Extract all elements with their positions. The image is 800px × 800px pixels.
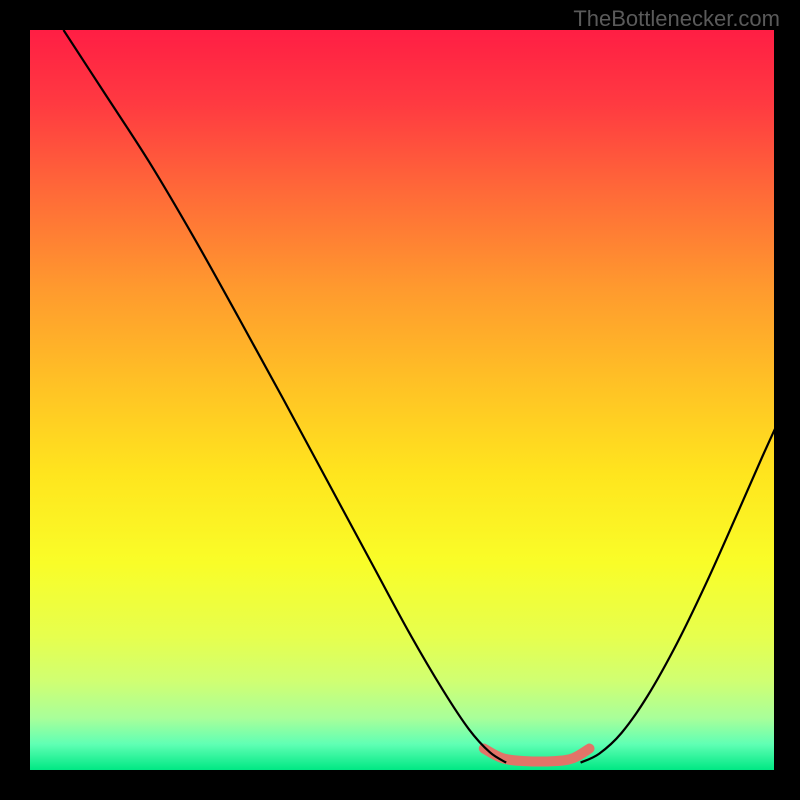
curve-left-branch [63, 30, 506, 763]
plot-area [30, 30, 774, 770]
chart-curve [30, 30, 774, 770]
watermark-text: TheBottlenecker.com [573, 6, 780, 32]
curve-right-branch [581, 415, 774, 763]
